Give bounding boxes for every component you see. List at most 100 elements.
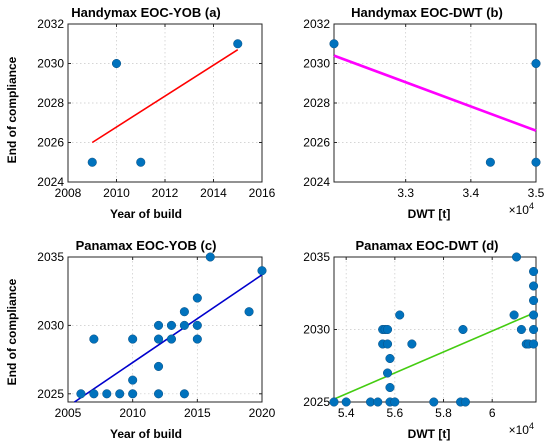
panel-b-xlabel: DWT [t] bbox=[408, 207, 451, 221]
panel-c-data-point bbox=[192, 334, 202, 344]
panel-a-xtick-label: 2008 bbox=[55, 186, 82, 200]
panel-d-data-point bbox=[509, 310, 519, 320]
panel-b-x-exponent: ×104 bbox=[509, 201, 534, 217]
panel-b-ytick-label: 2032 bbox=[303, 17, 330, 31]
panel-d-ytick-label: 2035 bbox=[303, 250, 330, 264]
panel-d-data-point bbox=[373, 397, 383, 407]
panel-d-data-point bbox=[385, 382, 395, 393]
panel-b-xtick-label: 3.5 bbox=[528, 186, 545, 200]
panel-a-fit-line bbox=[91, 49, 239, 144]
panel-a-ytick-label: 2024 bbox=[37, 175, 64, 189]
panel-c-data-point bbox=[179, 307, 189, 317]
panel-a-ytick-label: 2028 bbox=[37, 96, 64, 110]
panel-a-ytick-label: 2030 bbox=[37, 57, 64, 71]
panel-c-data-point bbox=[257, 266, 267, 276]
panel-c-ylabel: End of compliance bbox=[5, 278, 19, 385]
panel-c-data-point bbox=[128, 389, 138, 399]
panel-panamax-eoc-dwt: Panamax EOC-DWT (d) DWT [t] 5.4 5.6 5.8 6 20… bbox=[303, 238, 539, 441]
panel-b-ytick-label: 2026 bbox=[303, 136, 330, 150]
panel-c-data-point bbox=[166, 334, 177, 344]
panel-d-data-point bbox=[529, 281, 539, 291]
panel-d-xtick-label: 5.6 bbox=[386, 406, 403, 420]
panel-a-data-point bbox=[136, 157, 146, 167]
panel-c-data-point bbox=[205, 252, 215, 262]
panel-d-xtick-label: 6 bbox=[489, 406, 496, 420]
panel-c-data-point bbox=[192, 320, 202, 330]
panel-c-data-point bbox=[102, 389, 112, 399]
panel-c-data-point bbox=[244, 307, 254, 317]
panel-d-data-point bbox=[516, 324, 526, 335]
panel-c-data-point bbox=[153, 334, 164, 344]
panel-d-data-point bbox=[529, 266, 539, 277]
panel-d-data-point bbox=[385, 353, 395, 364]
panel-b-data-point bbox=[329, 39, 339, 49]
panel-c-data-point bbox=[179, 389, 189, 399]
panel-c-data-point bbox=[128, 375, 138, 385]
panel-panamax-eoc-yob: Panamax EOC-YOB (c) Year of build End of… bbox=[5, 238, 276, 441]
panel-a-xtick-label: 2012 bbox=[152, 186, 179, 200]
panel-b-xtick-label: 3.4 bbox=[462, 186, 479, 200]
panel-a-data-point bbox=[111, 58, 122, 69]
panel-c-data-point bbox=[153, 320, 164, 330]
panel-b-data-point bbox=[531, 157, 541, 167]
panel-d-data-point bbox=[460, 397, 470, 407]
panel-c-xtick-label: 2015 bbox=[184, 406, 211, 420]
panel-d-data-point bbox=[511, 252, 522, 262]
panel-d-data-point bbox=[529, 339, 539, 349]
panel-c-data-point bbox=[192, 293, 202, 303]
panel-a-data-point bbox=[87, 157, 97, 167]
panel-d-x-exponent: ×104 bbox=[509, 421, 534, 437]
panel-c-ytick-label: 2035 bbox=[37, 250, 64, 264]
panel-d-data-point bbox=[395, 310, 405, 320]
panel-c-data-point bbox=[89, 334, 99, 344]
panel-d-data-point bbox=[382, 324, 393, 335]
panel-c-ytick-label: 2030 bbox=[37, 318, 64, 332]
panel-d-data-point bbox=[329, 397, 339, 407]
panel-a-data-point bbox=[233, 39, 243, 49]
panel-d-xtick-label: 5.8 bbox=[435, 406, 452, 420]
panel-d-data-point bbox=[341, 397, 351, 407]
panel-handymax-eoc-yob: Handymax EOC-YOB (a) Year of build End o… bbox=[5, 5, 276, 221]
panel-c-data-point bbox=[89, 389, 99, 399]
panel-d-data-point bbox=[458, 324, 468, 335]
panel-a-xtick-label: 2016 bbox=[249, 186, 276, 200]
panel-d-data-point bbox=[382, 368, 393, 378]
panel-c-xtick-label: 2020 bbox=[249, 406, 276, 420]
panel-b-ytick-label: 2028 bbox=[303, 96, 330, 110]
panel-c-data-point bbox=[115, 389, 125, 399]
panel-d-data-point bbox=[382, 339, 393, 349]
panel-a-xtick-label: 2010 bbox=[103, 186, 130, 200]
panel-d-xtick-label: 5.4 bbox=[338, 406, 355, 420]
panel-d-title: Panamax EOC-DWT (d) bbox=[355, 238, 498, 253]
panel-d-ytick-label: 2025 bbox=[303, 395, 330, 409]
panel-c-data-point bbox=[179, 320, 189, 330]
panel-a-ytick-label: 2026 bbox=[37, 136, 64, 150]
panel-d-data-point bbox=[529, 324, 539, 335]
panel-c-xtick-label: 2010 bbox=[119, 406, 146, 420]
panel-d-data-point bbox=[407, 339, 417, 349]
panel-b-title: Handymax EOC-DWT (b) bbox=[351, 5, 503, 20]
panel-a-xlabel: Year of build bbox=[110, 207, 182, 221]
panel-handymax-eoc-dwt: Handymax EOC-DWT (b) DWT [t] 3.3 3.4 3.5 20… bbox=[303, 5, 544, 221]
panel-b-data-point bbox=[485, 157, 495, 167]
panel-c-data-point bbox=[153, 389, 164, 399]
panel-a-ylabel: End of compliance bbox=[5, 56, 19, 163]
panel-d-data-point bbox=[429, 397, 439, 407]
panel-b-ytick-label: 2030 bbox=[303, 57, 330, 71]
panel-b-fit-line bbox=[333, 54, 537, 132]
panel-d-ytick-label: 2030 bbox=[303, 323, 330, 337]
panel-c-data-point bbox=[153, 361, 164, 371]
panel-c-ytick-label: 2025 bbox=[37, 387, 64, 401]
panel-c-data-point bbox=[128, 334, 138, 344]
panel-a-title: Handymax EOC-YOB (a) bbox=[71, 5, 221, 20]
panel-a-xtick-label: 2014 bbox=[200, 186, 227, 200]
panel-c-data-point bbox=[166, 320, 177, 330]
panel-b-ytick-label: 2024 bbox=[303, 175, 330, 189]
panel-c-xlabel: Year of build bbox=[110, 427, 182, 441]
panel-b-data-point bbox=[531, 58, 541, 69]
panel-a-ytick-label: 2032 bbox=[37, 17, 64, 31]
panel-c-data-point bbox=[76, 389, 86, 399]
panel-d-xlabel: DWT [t] bbox=[408, 427, 451, 441]
panel-d-data-point bbox=[390, 397, 400, 407]
